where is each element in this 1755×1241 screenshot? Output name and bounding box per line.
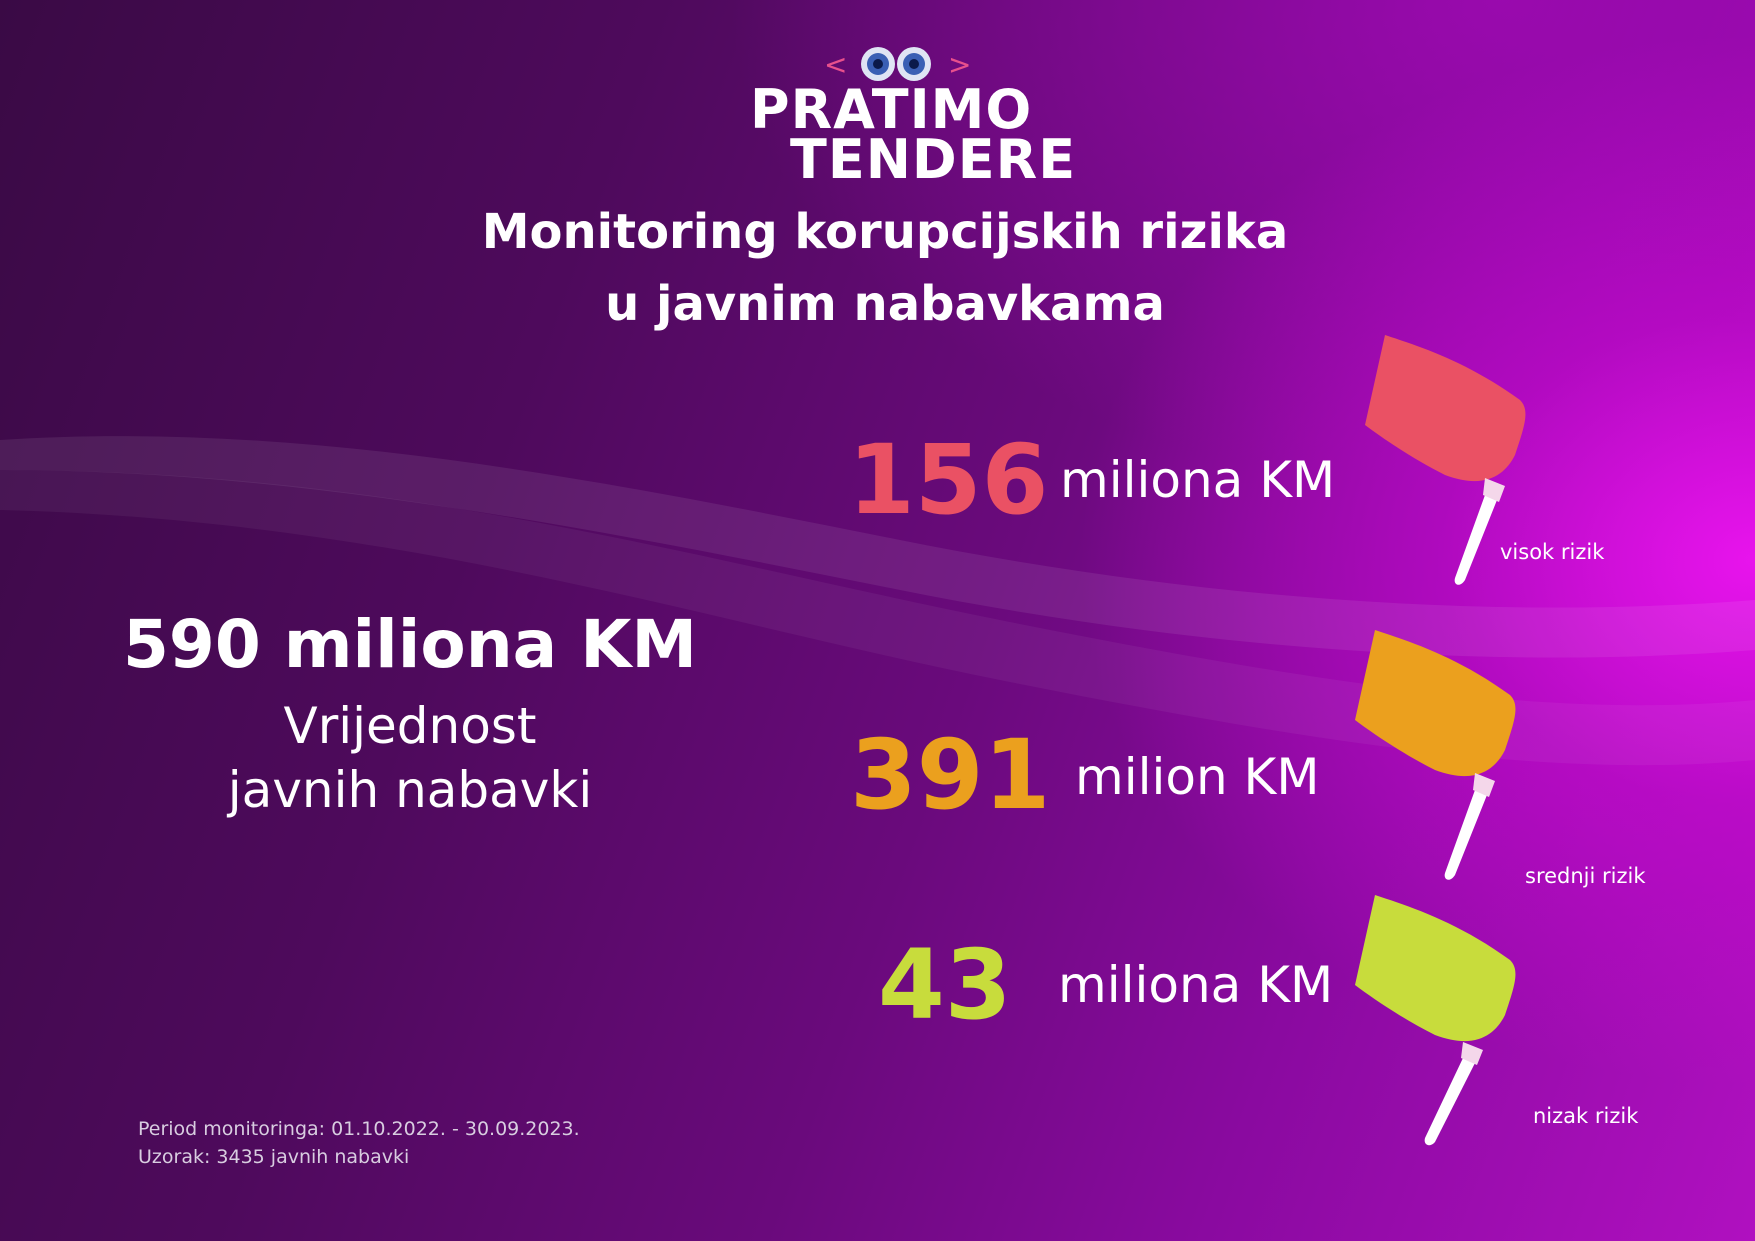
- page-title: Monitoring korupcijskih rizika u javnim …: [430, 196, 1340, 340]
- monitoring-period: Period monitoringa: 01.10.2022. - 30.09.…: [138, 1118, 580, 1140]
- medium-risk-flag-icon: [1355, 630, 1516, 880]
- total-value-block: 590 miliona KM Vrijednost javnih nabavki: [60, 600, 760, 822]
- stat-high-risk-number: 156: [848, 424, 1049, 536]
- stat-low-risk: 43 miliona KM: [878, 935, 1358, 1035]
- stat-medium-risk-unit: milion KM: [1075, 748, 1320, 806]
- title-line-2: u javnim nabavkama: [605, 276, 1165, 332]
- title-line-1: Monitoring korupcijskih rizika: [481, 204, 1289, 260]
- low-risk-flag-icon: [1355, 895, 1516, 1146]
- svg-text:<: <: [824, 48, 847, 81]
- pratimo-tendere-logo: < > PRATIMO TENDERE: [740, 42, 1075, 190]
- high-risk-label: visok rizik: [1500, 540, 1605, 564]
- total-label-line-2: javnih nabavki: [227, 761, 593, 819]
- low-risk-label: nizak rizik: [1533, 1104, 1639, 1128]
- stat-medium-risk: 391 milion KM: [850, 725, 1350, 825]
- total-label-line-1: Vrijednost: [283, 697, 537, 755]
- footer-note: Period monitoringa: 01.10.2022. - 30.09.…: [138, 1115, 580, 1171]
- stat-high-risk: 156 miliona KM: [848, 430, 1348, 530]
- total-value: 590 miliona KM: [122, 606, 698, 683]
- stat-low-risk-unit: miliona KM: [1058, 956, 1334, 1014]
- stat-low-risk-number: 43: [878, 929, 1012, 1041]
- sample-size: Uzorak: 3435 javnih nabavki: [138, 1146, 410, 1168]
- total-label: Vrijednost javnih nabavki: [60, 694, 760, 822]
- logo-word-pratimo: PRATIMO: [750, 78, 1033, 141]
- eyes-icon: < >: [824, 47, 970, 81]
- high-risk-flag-icon: [1365, 335, 1526, 585]
- medium-risk-label: srednji rizik: [1525, 864, 1646, 888]
- stat-high-risk-unit: miliona KM: [1060, 451, 1336, 509]
- stat-medium-risk-number: 391: [850, 719, 1051, 831]
- svg-text:>: >: [948, 48, 970, 81]
- logo-word-tendere: TENDERE: [790, 128, 1077, 191]
